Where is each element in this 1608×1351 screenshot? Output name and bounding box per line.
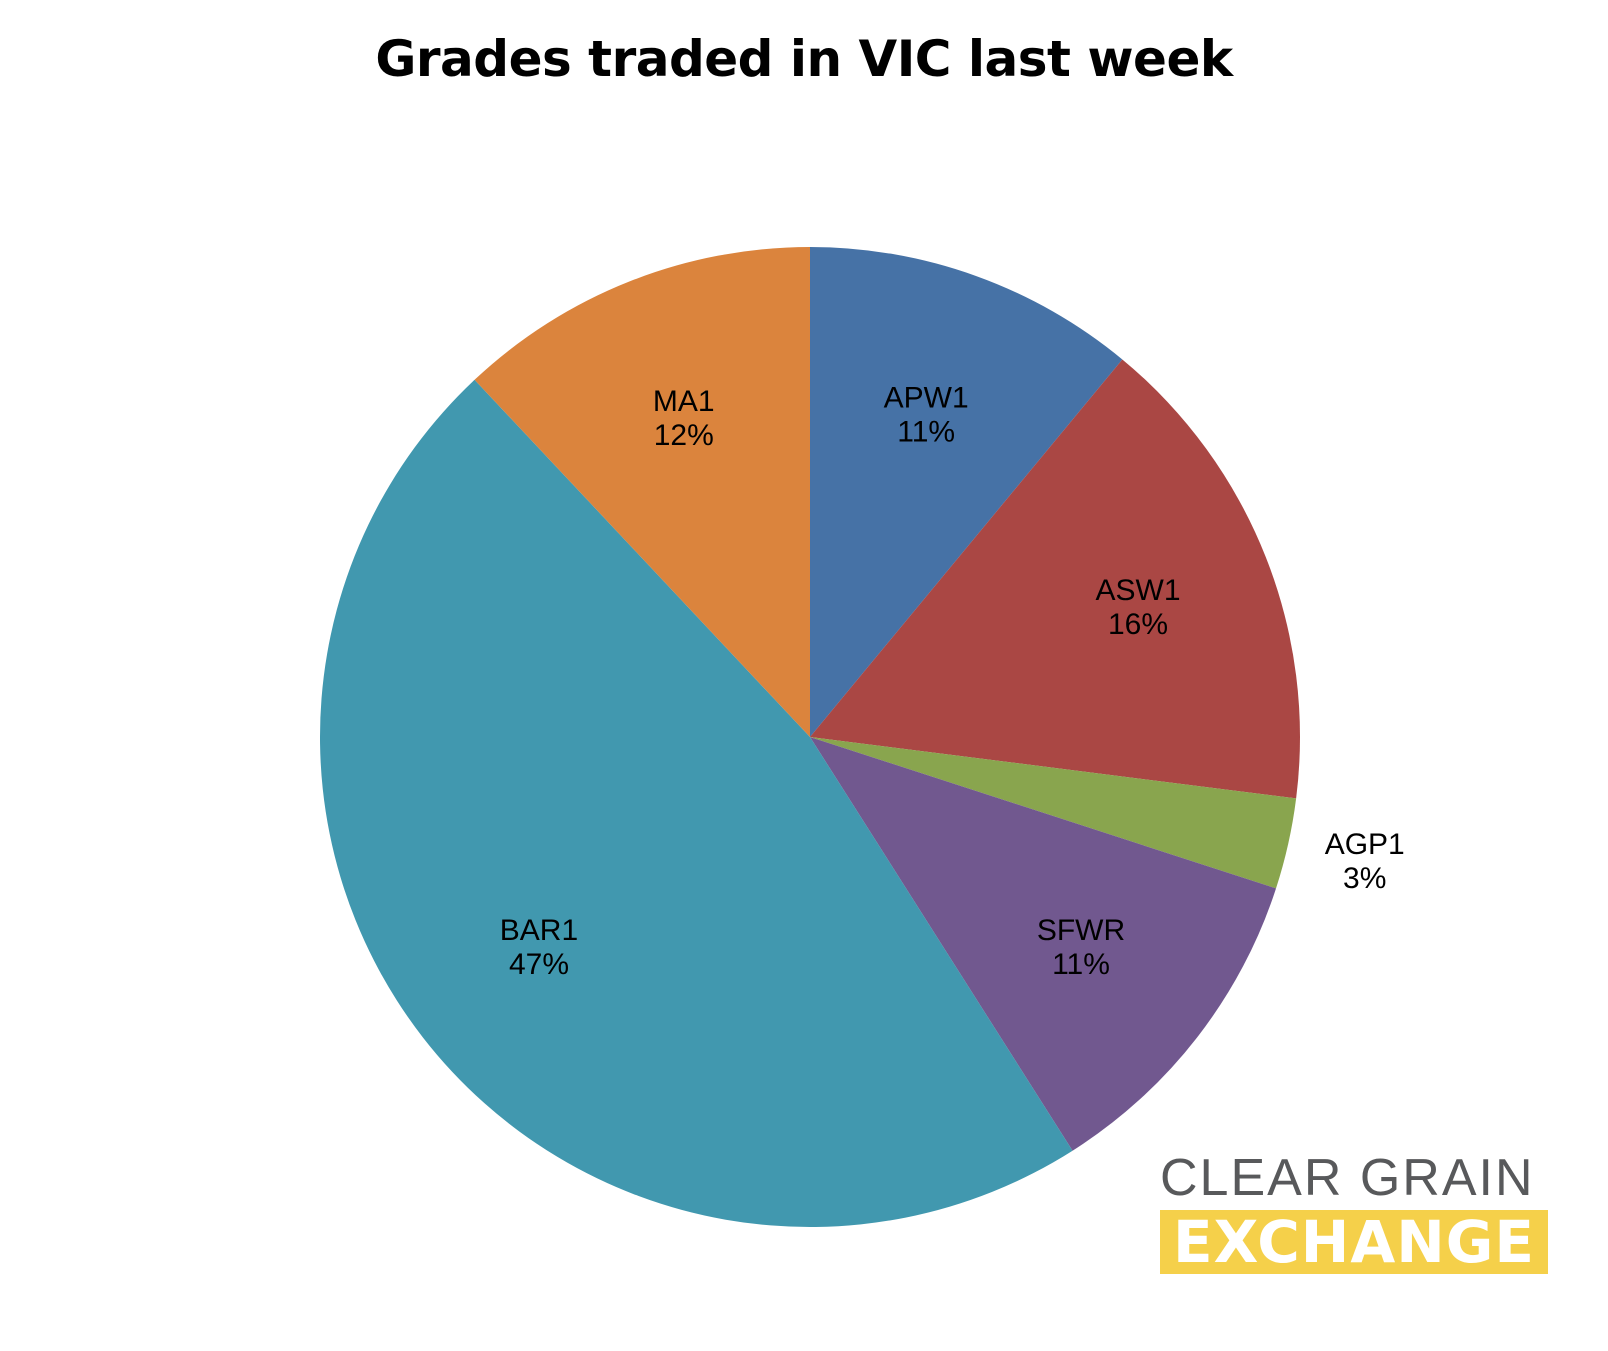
logo-line1: CLEAR GRAIN: [1160, 1149, 1535, 1207]
logo-line2: EXCHANGE: [1172, 1210, 1536, 1274]
clear-grain-exchange-logo: CLEAR GRAIN EXCHANGE: [1160, 1150, 1550, 1290]
pie-slice-agp1: [810, 737, 1297, 889]
slice-value-asw1: 16%: [1108, 608, 1168, 641]
slice-value-ma1: 12%: [654, 419, 714, 452]
pie-slice-sfwr: [810, 737, 1277, 1151]
pie-slice-apw1: [810, 247, 1123, 737]
slice-label-bar1: BAR1: [500, 914, 578, 947]
pie-slice-ma1: [474, 247, 810, 737]
pie-slice-bar1: [319, 379, 1073, 1227]
pie-slices: [319, 247, 1300, 1227]
slice-label-sfwr: SFWR: [1037, 914, 1125, 947]
slice-label-ma1: MA1: [653, 385, 715, 418]
pie-slice-asw1: [810, 359, 1300, 799]
slice-label-asw1: ASW1: [1096, 574, 1181, 607]
logo-line2-box: EXCHANGE: [1160, 1210, 1548, 1274]
chart-title: Grades traded in VIC last week: [375, 30, 1233, 88]
slice-value-agp1: 3%: [1343, 862, 1386, 895]
slice-label-apw1: APW1: [884, 381, 969, 414]
slice-value-bar1: 47%: [509, 948, 569, 981]
slice-value-apw1: 11%: [897, 415, 955, 448]
slice-value-sfwr: 11%: [1052, 948, 1110, 981]
slice-label-agp1: AGP1: [1325, 828, 1405, 861]
